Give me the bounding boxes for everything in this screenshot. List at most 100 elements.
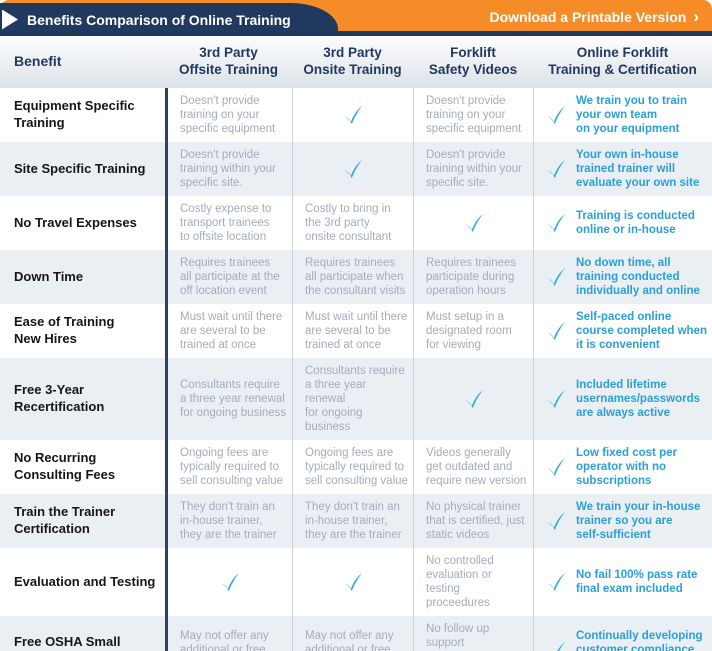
table-body: Equipment Specific Training Doesn't provi… (0, 88, 712, 651)
cell-text: Doesn't provide training within your spe… (180, 149, 276, 190)
cell-text: Requires trainees participate during ope… (426, 257, 517, 298)
check-icon (545, 320, 567, 342)
benefit-label: Train the Trainer Certification (14, 504, 116, 537)
check-icon (463, 388, 485, 410)
cell-text: Videos generally get outdated and requir… (426, 447, 527, 488)
table-row: Free 3-Year Recertification Consultants r… (0, 358, 712, 441)
table-cell: Requires trainees all participate at the… (165, 250, 292, 305)
table-cell: Costly expense to transport trainees to … (165, 196, 292, 251)
titlebar-bottom-strip (0, 31, 712, 36)
table-cell: No follow up support materials or useful… (413, 616, 533, 651)
table-cell: Requires trainees all participate when t… (292, 250, 413, 305)
benefit-label: Free OSHA Small Business Resources (14, 633, 142, 651)
cell-text: Costly expense to transport trainees to … (180, 203, 272, 244)
cell-text: Ongoing fees are typically required to s… (305, 447, 408, 488)
check-icon (545, 571, 567, 593)
check-icon (545, 456, 567, 478)
chevron-right-icon: › (693, 6, 699, 26)
table-cell: Videos generally get outdated and requir… (413, 440, 533, 495)
cell-text: We train you to train your own team on y… (576, 95, 687, 136)
cell-text: No fail 100% pass rate final exam includ… (576, 569, 698, 596)
cell-text: Consultants require a three year renewal… (305, 365, 405, 434)
benefit-label: Free 3-Year Recertification (14, 382, 105, 415)
cell-text: Must setup in a designated room for view… (426, 311, 512, 352)
cell-text: No down time, all training conducted ind… (576, 257, 700, 298)
check-icon (342, 571, 364, 593)
benefit-cell: No Travel Expenses (0, 196, 165, 250)
cell-text: No follow up support materials or useful… (426, 623, 490, 650)
column-header-offsite-training: 3rd Party Offsite Training (178, 45, 278, 77)
table-cell: Low fixed cost per operator with no subs… (533, 440, 712, 495)
check-icon (545, 266, 567, 288)
cell-text: They don't train an in-house trainer, th… (305, 501, 402, 542)
table-cell (413, 358, 533, 441)
benefit-cell: Ease of Training New Hires (0, 304, 165, 358)
table-row: Site Specific Training Doesn't provide tr… (0, 142, 712, 197)
table-cell: Must wait until there are several to be … (292, 304, 413, 359)
table-cell: They don't train an in-house trainer, th… (292, 494, 413, 549)
check-icon (545, 510, 567, 532)
column-header-benefit: Benefit (14, 53, 62, 70)
benefit-cell: Free 3-Year Recertification (0, 358, 165, 440)
table-cell: May not offer any additional or free bus… (165, 616, 292, 651)
cell-text: Consultants require a three year renewal… (180, 379, 287, 420)
table-cell: No physical trainer that is certified, j… (413, 494, 533, 549)
cell-text: No physical trainer that is certified, j… (426, 501, 525, 542)
cell-text: May not offer any additional or free bus… (305, 630, 394, 651)
check-icon (342, 104, 364, 126)
table-cell: No down time, all training conducted ind… (533, 250, 712, 305)
table-cell: May not offer any additional or free bus… (292, 616, 413, 651)
table-cell: Doesn't provide training within your spe… (165, 142, 292, 197)
cell-text: Ongoing fees are typically required to s… (180, 447, 283, 488)
cell-text: We train your in-house trainer so you ar… (576, 501, 701, 542)
table-cell: Your own in-house trained trainer will e… (533, 142, 712, 197)
benefit-label: No Recurring Consulting Fees (14, 450, 116, 483)
download-printable-version-link[interactable]: Download a Printable Version › (490, 4, 700, 30)
check-icon (463, 212, 485, 234)
table-cell: We train you to train your own team on y… (533, 88, 712, 143)
cell-text: May not offer any additional or free bus… (180, 630, 269, 651)
check-icon (545, 388, 567, 410)
benefit-cell: Equipment Specific Training (0, 88, 165, 142)
cell-text: Must wait until there are several to be … (305, 311, 408, 352)
cell-text: Your own in-house trained trainer will e… (576, 149, 700, 190)
table-row: No Recurring Consulting Fees Ongoing fees… (0, 440, 712, 495)
column-header-row: Benefit 3rd Party Offsite Training 3rd P… (0, 36, 712, 88)
cell-text: Included lifetime usernames/passwords ar… (576, 379, 701, 420)
check-icon (545, 158, 567, 180)
cell-text: Requires trainees all participate when t… (305, 257, 406, 298)
table-cell: Doesn't provide training on your specifi… (165, 88, 292, 143)
table-row: Train the Trainer Certification They don'… (0, 494, 712, 549)
table-row: No Travel Expenses Costly expense to tran… (0, 196, 712, 251)
table-cell: Must setup in a designated room for view… (413, 304, 533, 359)
table-cell: Continually developing customer complian… (533, 616, 712, 651)
table-cell: Ongoing fees are typically required to s… (292, 440, 413, 495)
check-icon (545, 104, 567, 126)
cell-text: Doesn't provide training within your spe… (426, 149, 522, 190)
benefit-label: Site Specific Training (14, 160, 146, 176)
table-row: Evaluation and Testing No controlled eval… (0, 548, 712, 617)
check-icon (219, 571, 241, 593)
table-cell: Must wait until there are several to be … (165, 304, 292, 359)
table-cell: Costly to bring in the 3rd party onsite … (292, 196, 413, 251)
table-row: Down Time Requires trainees all participa… (0, 250, 712, 305)
benefit-label: Equipment Specific Training (14, 98, 135, 131)
check-icon (545, 212, 567, 234)
table-cell: Included lifetime usernames/passwords ar… (533, 358, 712, 441)
title-bar: Benefits Comparison of Online Training D… (0, 0, 712, 36)
table-cell: Training is conducted online or in-house (533, 196, 712, 251)
table-row: Free OSHA Small Business Resources May no… (0, 616, 712, 651)
cell-text: Doesn't provide training on your specifi… (180, 95, 276, 136)
table-cell: Consultants require a three year renewal… (292, 358, 413, 441)
benefit-label: No Travel Expenses (14, 214, 137, 230)
cell-text: No controlled evaluation or testing proc… (426, 555, 494, 610)
check-icon (545, 640, 567, 651)
benefit-label: Down Time (14, 268, 84, 284)
table-cell (165, 548, 292, 617)
benefit-label: Evaluation and Testing (14, 573, 156, 589)
column-header-onsite-training: 3rd Party Onsite Training (303, 45, 402, 77)
table-cell (292, 88, 413, 143)
cell-text: Costly to bring in the 3rd party onsite … (305, 203, 392, 244)
table-cell: Consultants require a three year renewal… (165, 358, 292, 441)
